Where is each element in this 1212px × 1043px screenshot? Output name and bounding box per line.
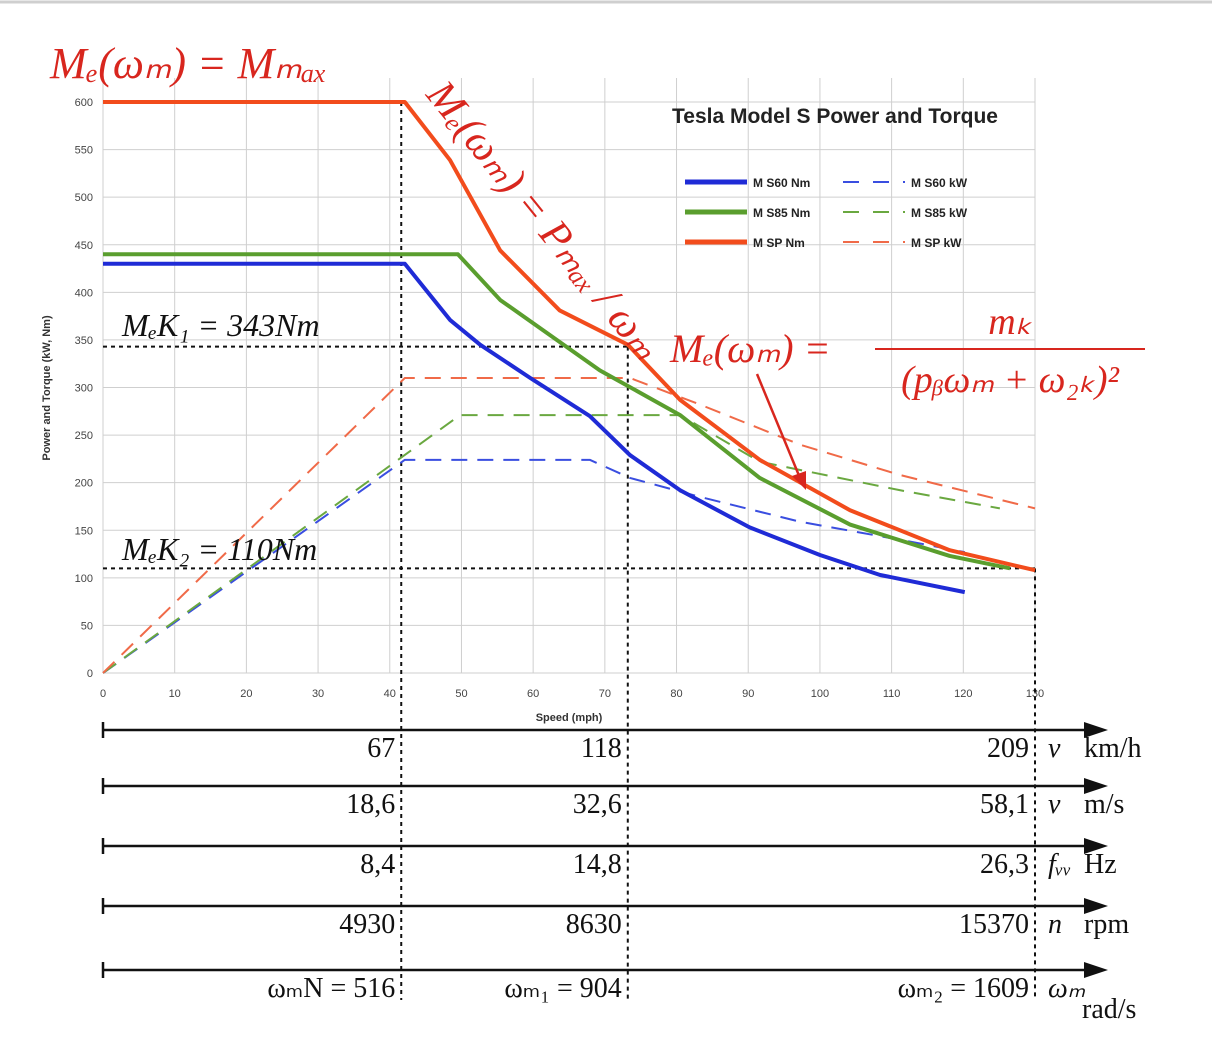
scale-arrowhead: [1084, 898, 1108, 914]
annotation: Mₑ(ωₘ) =: [669, 326, 831, 371]
x-tick-label: 110: [883, 688, 901, 700]
scale-label: 209: [987, 733, 1029, 764]
scale-symbol: v: [1048, 789, 1061, 820]
y-axis-label: Power and Torque (kW, Nm): [41, 315, 53, 461]
scale-arrowhead: [1084, 838, 1108, 854]
x-tick-label: 70: [599, 688, 611, 700]
x-tick-label: 60: [527, 688, 539, 700]
scale-arrowhead: [1084, 778, 1108, 794]
annotation: MₑK₁ = 343Nm: [121, 307, 320, 343]
y-tick-label: 100: [75, 573, 93, 585]
x-tick-label: 80: [670, 688, 682, 700]
y-tick-label: 150: [75, 525, 93, 537]
scale-label: 67: [367, 733, 395, 764]
x-tick-label: 120: [954, 688, 972, 700]
y-tick-label: 200: [75, 478, 93, 490]
scale-label: 14,8: [573, 849, 622, 880]
scale-unit: m/s: [1084, 789, 1124, 820]
y-tick-label: 250: [75, 430, 93, 442]
scale-label: 8630: [566, 909, 622, 940]
x-tick-label: 130: [1026, 688, 1044, 700]
scale-unit: rad/s: [1082, 994, 1136, 1025]
y-tick-label: 600: [75, 97, 93, 109]
series-line: [103, 261, 966, 595]
reference-lines: [103, 102, 1036, 1000]
scale-arrowhead: [1084, 962, 1108, 978]
x-tick-label: 0: [100, 688, 106, 700]
x-tick-label: 100: [811, 688, 829, 700]
x-tick-label: 40: [384, 688, 396, 700]
scale-label: ωₘ₂ = 1609: [898, 973, 1029, 1004]
series-lines: [102, 100, 1036, 674]
scale-label: 58,1: [980, 789, 1029, 820]
y-tick-label: 350: [75, 335, 93, 347]
scale-symbol: ωₘ: [1048, 973, 1086, 1004]
y-tick-label: 300: [75, 383, 93, 395]
series-line: [102, 414, 1001, 674]
scale-label: 4930: [339, 909, 395, 940]
arrowhead: [792, 471, 806, 490]
scale-label: 15370: [959, 909, 1029, 940]
scale-symbol: v: [1048, 733, 1061, 764]
annotation-arrow: [755, 373, 802, 479]
legend-label: M S85 kW: [911, 206, 968, 220]
y-tick-label: 550: [75, 145, 93, 157]
x-tick-label: 30: [312, 688, 324, 700]
scale-unit: rpm: [1084, 909, 1129, 940]
legend-label: M SP kW: [911, 236, 962, 250]
y-tick-label: 0: [87, 668, 93, 680]
x-tick-label: 90: [742, 688, 754, 700]
speed-scales: 67 118 209 v km/h 18,6 32,6 58,1 v m/s 8,4 14,8 26,3…: [101, 722, 1142, 1025]
y-tick-label: 450: [75, 240, 93, 252]
chart-title: Tesla Model S Power and Torque: [672, 105, 998, 128]
y-tick-label: 50: [81, 620, 93, 632]
series-line: [103, 252, 1011, 571]
scale-label: 26,3: [980, 849, 1029, 880]
legend-label: M S60 kW: [911, 176, 968, 190]
scale-symbol: n: [1048, 909, 1062, 940]
legend-label: M S85 Nm: [753, 206, 810, 220]
scale-symbol: fᵥᵥ: [1048, 849, 1071, 880]
legend-label: M SP Nm: [753, 236, 805, 250]
scale-label: 32,6: [573, 789, 622, 820]
scale-label: ωₘN = 516: [267, 973, 395, 1004]
legend-label: M S60 Nm: [753, 176, 810, 190]
scale-unit: Hz: [1084, 849, 1117, 880]
annotation: MₑK₂ = 110Nm: [121, 531, 317, 567]
scale-label: 8,4: [360, 849, 395, 880]
x-axis-label: Speed (mph): [536, 712, 603, 724]
scale-label: 18,6: [346, 789, 395, 820]
scale-arrowhead: [1084, 722, 1108, 738]
x-tick-label: 20: [240, 688, 252, 700]
series-line: [102, 376, 1036, 674]
scale-unit: km/h: [1084, 733, 1142, 764]
scale-label: ωₘ₁ = 904: [504, 973, 621, 1004]
series-line: [103, 100, 1036, 573]
legend: M S60 Nm M S60 kW M S85 Nm M S85 kW M SP Nm M…: [685, 176, 968, 250]
annotation: mₖ: [988, 301, 1032, 343]
x-tick-label: 10: [169, 688, 181, 700]
y-tick-label: 400: [75, 287, 93, 299]
annotation: (pᵦωₘ + ω₂ₖ)²: [901, 359, 1119, 401]
annotation: Mₑ(ωₘ) = Mₘₐₓ: [49, 39, 327, 88]
scale-label: 118: [581, 733, 622, 764]
grid: 0 50 100 150 200 250 300 350 400 450 500 550 600 0 10 2…: [75, 78, 1044, 700]
y-tick-label: 500: [75, 192, 93, 204]
x-tick-label: 50: [455, 688, 467, 700]
plot-area: [103, 78, 1035, 673]
